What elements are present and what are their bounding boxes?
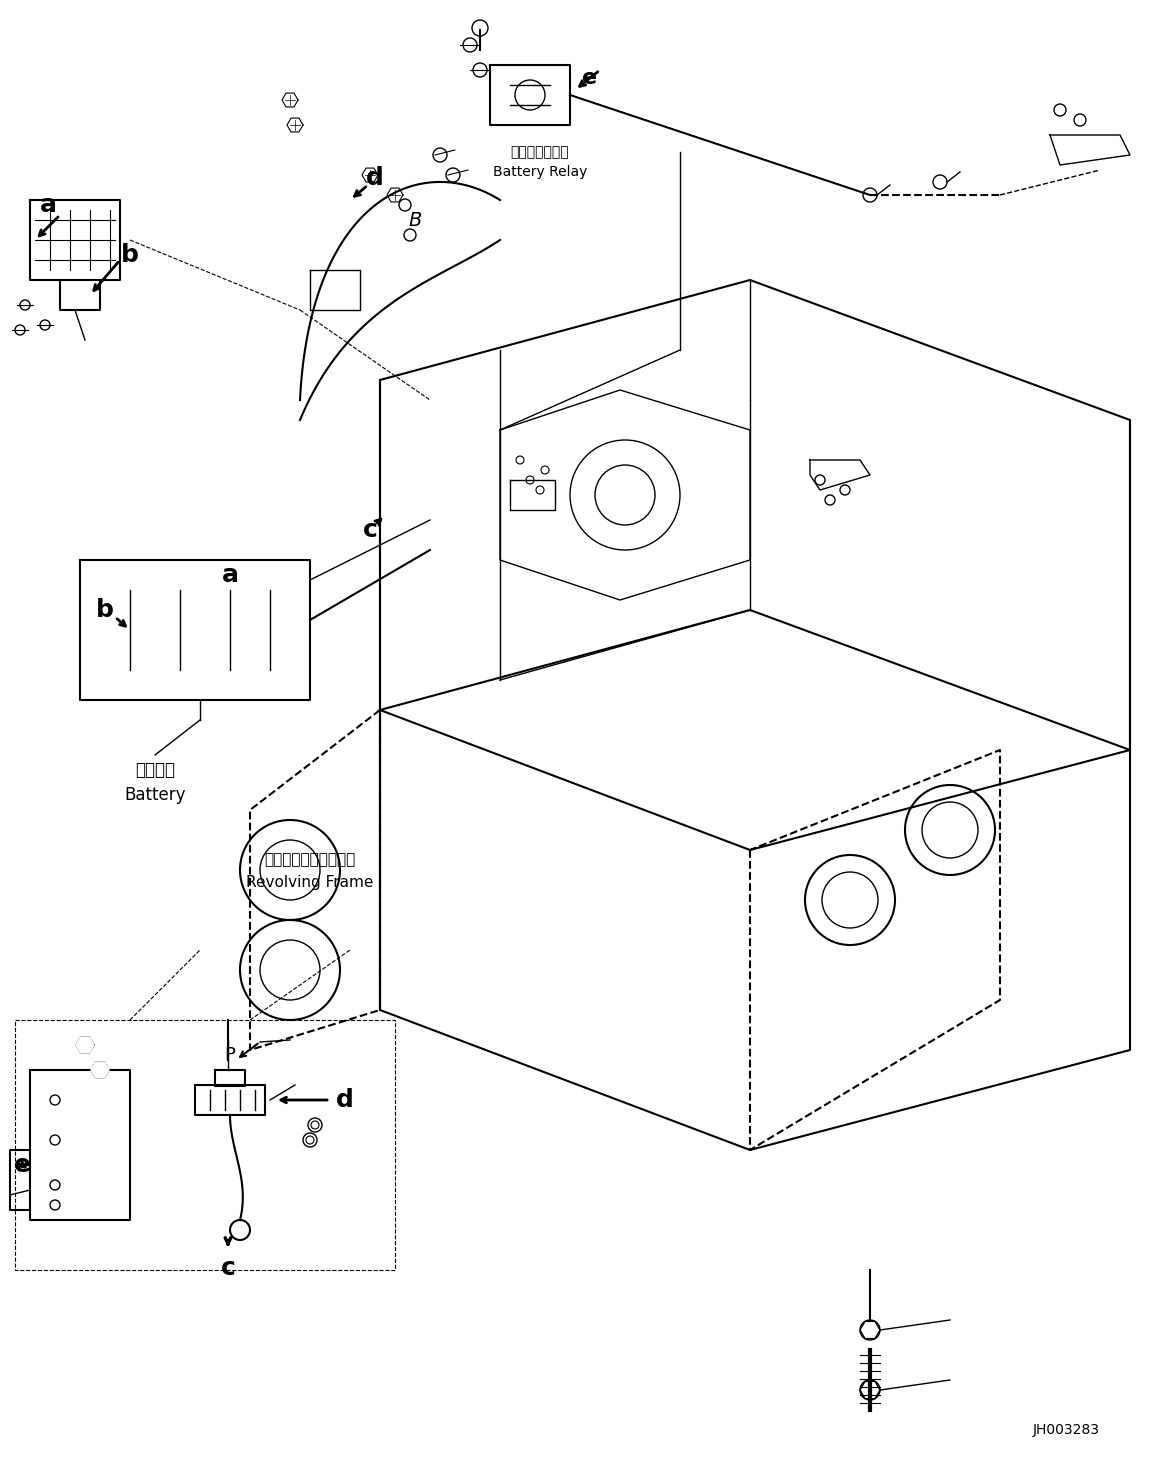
Text: a: a — [39, 193, 57, 217]
Text: Battery: Battery — [125, 787, 186, 804]
Text: e: e — [14, 1153, 30, 1177]
Text: c: c — [363, 518, 378, 542]
Text: レボルビングフレーム: レボルビングフレーム — [264, 853, 356, 868]
Text: d: d — [336, 1089, 353, 1112]
Text: Revolving Frame: Revolving Frame — [246, 875, 374, 890]
Text: b: b — [121, 243, 139, 267]
Text: a: a — [222, 563, 238, 588]
Text: e: e — [582, 68, 597, 88]
Text: d: d — [366, 166, 383, 190]
Text: JH003283: JH003283 — [1033, 1423, 1100, 1438]
Text: バッテリリレー: バッテリリレー — [511, 144, 569, 159]
Text: P: P — [224, 1046, 236, 1064]
Text: バッテリ: バッテリ — [135, 762, 176, 779]
Polygon shape — [91, 1062, 109, 1078]
Text: Battery Relay: Battery Relay — [493, 165, 587, 180]
Text: b: b — [96, 598, 114, 622]
Polygon shape — [76, 1037, 94, 1053]
Text: c: c — [221, 1256, 236, 1280]
Text: B: B — [409, 211, 422, 230]
